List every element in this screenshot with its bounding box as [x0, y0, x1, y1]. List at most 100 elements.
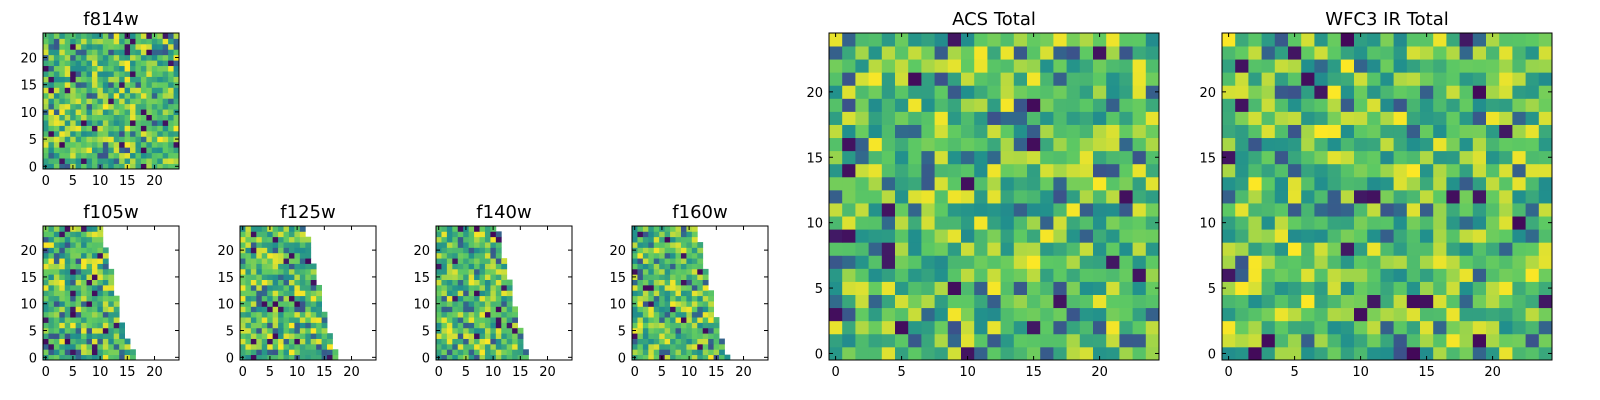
- heatmap-cell: [961, 111, 975, 125]
- heatmap-cell: [1459, 229, 1474, 243]
- heatmap-cell: [1525, 137, 1540, 152]
- heatmap-cell: [895, 229, 909, 243]
- heatmap-cell: [1040, 59, 1054, 73]
- heatmap-cell: [463, 343, 470, 350]
- heatmap-cell: [512, 311, 518, 318]
- heatmap-cell: [53, 263, 60, 270]
- heatmap-cell: [921, 137, 935, 152]
- heatmap-cell: [1354, 229, 1368, 243]
- heatmap-cell: [921, 176, 935, 191]
- heatmap-cell: [490, 247, 497, 254]
- heatmap-cell: [102, 274, 109, 280]
- heatmap-cell: [463, 290, 470, 297]
- heatmap-cell: [680, 290, 687, 297]
- heatmap-cell: [1512, 111, 1526, 125]
- heatmap-cell: [1013, 33, 1028, 47]
- heatmap-cell: [173, 38, 180, 45]
- heatmap-cell: [468, 317, 475, 323]
- heatmap-cell: [1499, 346, 1513, 361]
- heatmap-cell: [1053, 294, 1067, 309]
- heatmap-cell: [305, 333, 312, 339]
- heatmap-cell: [250, 338, 257, 345]
- heatmap-cell: [441, 226, 448, 232]
- heatmap-cell: [457, 317, 464, 323]
- heatmap-cell: [294, 322, 301, 329]
- heatmap-cell: [250, 311, 257, 318]
- heatmap-cell: [162, 130, 169, 137]
- heatmap-cell: [64, 226, 71, 232]
- heatmap-cell: [1354, 203, 1368, 217]
- heatmap-cell: [81, 306, 87, 313]
- heatmap-cell: [680, 338, 687, 345]
- heatmap-cell: [1132, 294, 1147, 309]
- heatmap-cell: [146, 49, 153, 56]
- heatmap-cell: [1406, 137, 1421, 152]
- heatmap-cell: [267, 274, 274, 280]
- heatmap-cell: [119, 158, 125, 164]
- heatmap-cell: [64, 147, 71, 154]
- heatmap-cell: [702, 354, 709, 361]
- heatmap-cell: [130, 33, 136, 39]
- heatmap-cell: [1499, 333, 1513, 348]
- heatmap-cell: [59, 306, 66, 313]
- heatmap-cell: [256, 322, 263, 329]
- heatmap-cell: [1119, 163, 1133, 178]
- heatmap-cell: [680, 226, 687, 232]
- heatmap-cell: [842, 33, 856, 47]
- heatmap-cell: [1301, 268, 1315, 282]
- heatmap-cell: [463, 306, 470, 313]
- heatmap-cell: [691, 236, 698, 243]
- heatmap-cell: [151, 103, 158, 110]
- heatmap-cell: [1512, 46, 1526, 60]
- heatmap-cell: [48, 247, 55, 254]
- heatmap-cell: [124, 71, 131, 77]
- heatmap-cell: [108, 92, 115, 99]
- heatmap-cell: [648, 354, 655, 361]
- x-tick-label: 0: [831, 365, 839, 380]
- heatmap-cell: [97, 258, 104, 264]
- heatmap-cell: [1472, 242, 1487, 256]
- heatmap-cell: [1538, 98, 1553, 112]
- heatmap-cell: [1525, 255, 1540, 269]
- heatmap-cell: [702, 338, 709, 345]
- heatmap-cell: [675, 317, 682, 323]
- heatmap-cell: [691, 226, 698, 232]
- heatmap-cell: [829, 176, 843, 191]
- heatmap-cell: [43, 343, 49, 350]
- heatmap-cell: [881, 281, 896, 295]
- heatmap-cell: [702, 306, 709, 313]
- y-tick-label: 5: [29, 325, 37, 340]
- heatmap-cell: [135, 114, 142, 121]
- heatmap-cell: [1314, 216, 1328, 230]
- heatmap-cell: [102, 306, 109, 313]
- heatmap-cell: [70, 274, 77, 280]
- heatmap-cell: [151, 38, 158, 45]
- heatmap-cell: [130, 158, 136, 164]
- heatmap-cell: [1261, 203, 1276, 217]
- heatmap-cell: [91, 109, 98, 115]
- heatmap-cell: [245, 327, 252, 334]
- heatmap-cell: [463, 252, 470, 259]
- heatmap-cell: [299, 354, 306, 361]
- heatmap-cell: [108, 109, 115, 115]
- heatmap-cell: [490, 295, 497, 302]
- heatmap-cell: [517, 333, 524, 339]
- heatmap-cell: [283, 301, 290, 307]
- heatmap-cell: [855, 163, 869, 178]
- heatmap-cell: [278, 242, 284, 248]
- heatmap-cell: [86, 76, 93, 83]
- heatmap-cell: [146, 33, 153, 39]
- heatmap-cell: [961, 216, 975, 230]
- heatmap-cell: [1538, 320, 1553, 335]
- heatmap-cell: [130, 60, 136, 67]
- heatmap-cell: [91, 147, 98, 154]
- heatmap-cell: [1538, 150, 1553, 165]
- heatmap-cell: [441, 279, 448, 286]
- heatmap-cell: [474, 236, 480, 243]
- heatmap-cell: [934, 216, 949, 230]
- heatmap-cell: [1106, 137, 1120, 152]
- heatmap-cell: [908, 346, 922, 361]
- heatmap-cell: [75, 349, 82, 356]
- heatmap-cell: [1340, 294, 1355, 309]
- heatmap-cell: [146, 120, 153, 126]
